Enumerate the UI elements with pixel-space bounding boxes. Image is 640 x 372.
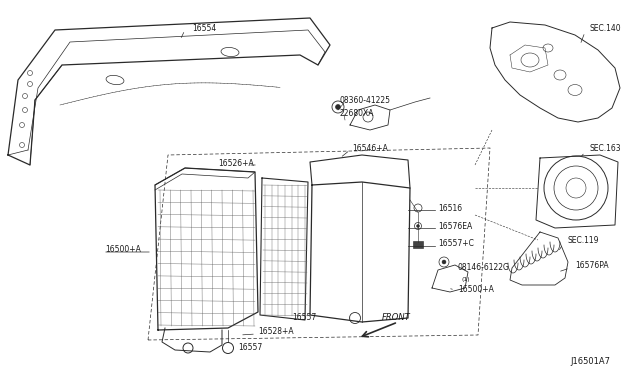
Circle shape	[442, 260, 446, 264]
Bar	[413, 241, 423, 248]
Text: (1): (1)	[462, 278, 470, 282]
Text: SEC.119: SEC.119	[568, 235, 600, 244]
Text: SEC.140: SEC.140	[590, 23, 621, 32]
Text: J16501A7: J16501A7	[570, 357, 610, 366]
Text: 16528+A: 16528+A	[258, 327, 294, 337]
Text: 16500+A: 16500+A	[105, 246, 141, 254]
Text: 16546+A: 16546+A	[352, 144, 388, 153]
Text: 22680XA: 22680XA	[340, 109, 374, 118]
Text: 16557+C: 16557+C	[438, 240, 474, 248]
Circle shape	[417, 224, 419, 228]
Text: 16557: 16557	[238, 343, 262, 353]
Circle shape	[335, 105, 340, 109]
Text: 16516: 16516	[438, 203, 462, 212]
Text: SEC.163: SEC.163	[590, 144, 621, 153]
Text: 16554: 16554	[192, 23, 216, 32]
Text: 08146-6122G: 08146-6122G	[458, 263, 510, 273]
Text: 16526+A: 16526+A	[218, 158, 253, 167]
Text: 16576PA: 16576PA	[575, 260, 609, 269]
Text: FRONT: FRONT	[382, 314, 411, 323]
Text: 16576EA: 16576EA	[438, 221, 472, 231]
Text: 16557: 16557	[292, 314, 316, 323]
Text: 16500+A: 16500+A	[458, 285, 494, 295]
Text: 08360-41225: 08360-41225	[340, 96, 391, 105]
